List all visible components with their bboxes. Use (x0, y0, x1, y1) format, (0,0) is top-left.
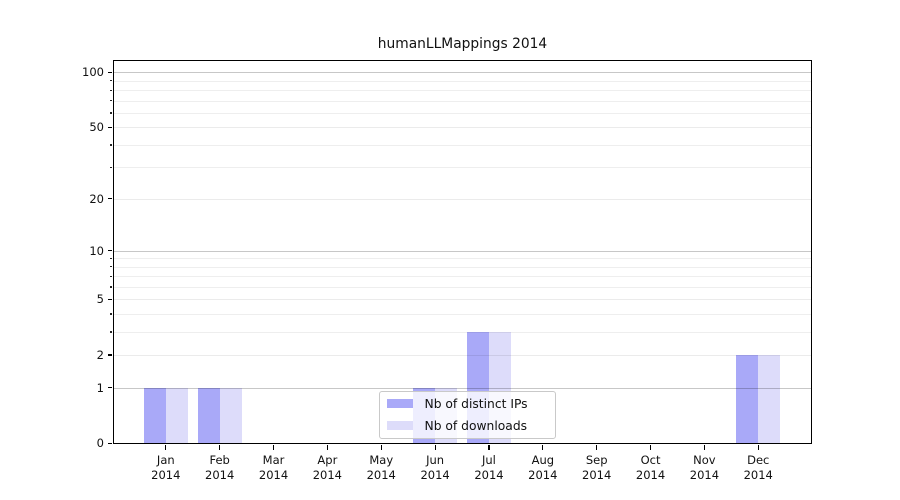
xtick-label-nov: Nov 2014 (689, 452, 720, 483)
minor-gridline-y-90 (113, 80, 812, 82)
minor-gridline-y-8 (113, 266, 812, 268)
bar-feb-downloads (219, 387, 242, 444)
xtick-label-may: May 2014 (366, 452, 396, 483)
gridline-y-5 (113, 299, 812, 301)
gridline-y-20 (113, 198, 812, 200)
ytick-label-10: 10 (89, 243, 104, 258)
ytick-minor-mark-70 (109, 100, 112, 102)
minor-gridline-y-6 (113, 286, 812, 288)
plot-area: 0 1 2 5 10 20 50 100 Jan 2014 Feb 2014 Mar 2014 Apr 201… (82, 59, 812, 482)
minor-gridline-y-80 (113, 90, 812, 92)
ytick-label-1: 1 (96, 380, 104, 395)
xtick-mark-jul (488, 445, 490, 450)
ytick-minor-mark-60 (109, 112, 112, 114)
minor-gridline-y-4 (113, 313, 812, 315)
ytick-minor-mark-8 (109, 266, 112, 268)
minor-gridline-y-3 (113, 331, 812, 333)
xtick-mark-sep (596, 445, 598, 450)
xtick-label-feb: Feb 2014 (205, 452, 235, 483)
legend-item-distinct-ips: Nb of distinct IPs (380, 393, 555, 415)
bar-jan-downloads (165, 387, 188, 444)
ytick-mark-100 (107, 71, 112, 73)
ytick-minor-mark-40 (109, 144, 112, 146)
ytick-label-2: 2 (96, 347, 104, 362)
xtick-mark-nov (703, 445, 705, 450)
ytick-mark-5 (107, 298, 112, 300)
ytick-mark-20 (107, 197, 112, 200)
xtick-mark-feb (219, 445, 221, 450)
xtick-label-jan: Jan 2014 (151, 452, 181, 483)
minor-gridline-y-9 (113, 258, 812, 260)
gridline-y-100 (113, 72, 812, 74)
ytick-minor-mark-3 (109, 331, 112, 333)
ytick-minor-mark-90 (109, 80, 112, 82)
ytick-label-20: 20 (89, 191, 104, 206)
xtick-mark-oct (649, 445, 652, 450)
bar-dec-distinct-ips (736, 354, 759, 444)
ytick-mark-50 (107, 126, 112, 128)
ytick-label-0: 0 (96, 436, 104, 451)
legend-swatch-distinct-ips (386, 399, 413, 408)
bar-jan-distinct-ips (143, 387, 166, 444)
ytick-minor-mark-4 (109, 313, 112, 315)
ytick-minor-mark-6 (109, 286, 112, 288)
legend-label-downloads: Nb of downloads (424, 418, 528, 433)
ytick-mark-2 (107, 354, 112, 356)
axis-ticks-layer: 0 1 2 5 10 20 50 100 Jan 2014 Feb 2014 Mar 2014 Apr 201… (82, 60, 812, 482)
xtick-mark-jan (165, 445, 167, 450)
gridline-y-10 (113, 250, 812, 252)
ytick-mark-0 (107, 442, 112, 444)
ytick-minor-mark-30 (109, 166, 112, 168)
xtick-mark-dec (757, 445, 759, 450)
ytick-label-50: 50 (89, 120, 104, 135)
xtick-label-oct: Oct 2014 (635, 452, 666, 483)
xtick-label-jul: Jul 2014 (474, 452, 504, 483)
xtick-mark-jun (434, 445, 436, 450)
minor-gridline-y-7 (113, 276, 812, 278)
minor-gridline-y-40 (113, 144, 812, 146)
grid-layer (113, 60, 812, 445)
xtick-label-aug: Aug 2014 (528, 452, 558, 483)
minor-gridline-y-70 (113, 100, 812, 102)
ytick-mark-10 (107, 249, 112, 252)
xtick-mark-aug (542, 445, 544, 450)
xtick-label-jun: Jun 2014 (420, 452, 450, 483)
ytick-minor-mark-80 (109, 89, 112, 91)
legend-label-distinct-ips: Nb of distinct IPs (424, 396, 528, 411)
xtick-label-sep: Sep 2014 (582, 452, 612, 483)
minor-gridline-y-60 (113, 112, 812, 114)
bar-feb-distinct-ips (197, 387, 220, 444)
ytick-minor-mark-9 (109, 257, 112, 259)
ytick-mark-1 (107, 386, 112, 389)
ytick-label-5: 5 (96, 292, 104, 307)
xtick-label-mar: Mar 2014 (258, 452, 289, 483)
gridline-y-1 (113, 387, 812, 389)
legend-item-downloads: Nb of downloads (380, 415, 555, 437)
chart-title: humanLLMappings 2014 (377, 36, 548, 52)
ytick-label-100: 100 (82, 65, 104, 80)
legend-swatch-downloads (386, 421, 413, 430)
legend: Nb of distinct IPs Nb of downloads (378, 390, 556, 439)
gridline-y-2 (113, 354, 812, 356)
ytick-minor-mark-7 (109, 275, 112, 277)
xtick-mark-may (380, 445, 382, 450)
bar-dec-downloads (758, 354, 781, 444)
minor-gridline-y-30 (113, 167, 812, 169)
xtick-label-dec: Dec 2014 (743, 452, 773, 483)
xtick-mark-mar (272, 445, 275, 450)
gridline-y-50 (113, 127, 812, 129)
xtick-label-apr: Apr 2014 (312, 452, 343, 483)
xtick-mark-apr (326, 445, 328, 450)
